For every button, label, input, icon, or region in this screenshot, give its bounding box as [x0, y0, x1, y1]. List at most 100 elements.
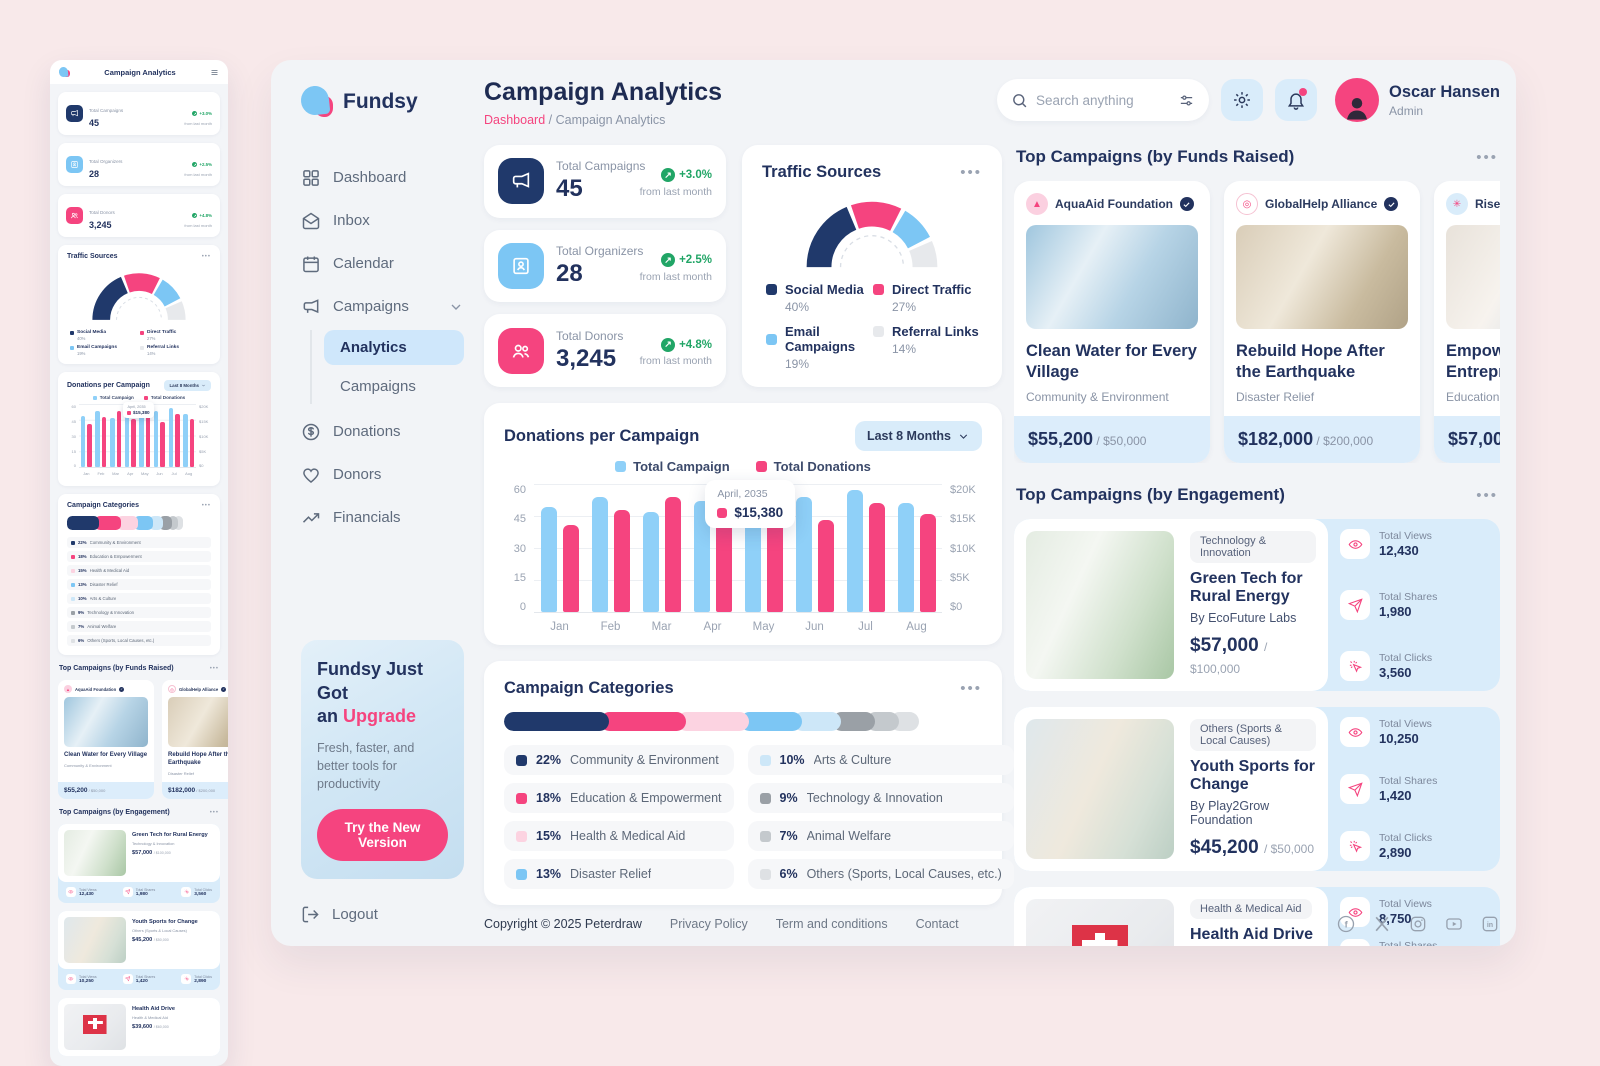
brand: Fundsy [301, 86, 464, 118]
mini-stat-card: Total Campaigns 45 ↗ +3.0% from last month [58, 92, 220, 135]
category-legend-item: 13% Disaster Relief [67, 579, 211, 591]
campaign-card[interactable]: ◎ GlobalHelp Alliance Rebuild Hope After … [1224, 181, 1420, 464]
sidebar-item-donations[interactable]: Donations [301, 410, 464, 453]
search-bar[interactable] [997, 79, 1210, 121]
try-new-version-button[interactable]: Try the New Version [317, 809, 448, 861]
footer-link-privacy[interactable]: Privacy Policy [669, 917, 748, 931]
sidebar-item-donors[interactable]: Donors [301, 453, 464, 496]
campaign-card[interactable]: ▲ AquaAid Foundation ✓ Clean Water for Eve… [58, 680, 154, 800]
traffic-legend-item: Direct Traffic 27% [873, 282, 980, 314]
linkedin-icon[interactable] [1480, 914, 1500, 934]
engagement-card[interactable]: Others (Sports & Local Causes) Youth Spo… [1014, 707, 1500, 872]
filter-sliders-icon[interactable] [1178, 92, 1195, 109]
user-menu[interactable]: Oscar Hansen Admin [1335, 78, 1500, 122]
calendar-icon [301, 254, 321, 274]
footer-link-terms[interactable]: Term and conditions [775, 917, 888, 931]
category-segment [739, 712, 802, 731]
category-legend: 22% Community & Environment 18% Education … [484, 731, 1014, 905]
sidebar-item-campaigns-sub[interactable]: Campaigns [340, 378, 416, 395]
settings-button[interactable] [1221, 79, 1264, 121]
engagement-card[interactable]: Green Tech for Rural Energy Technology & … [58, 824, 220, 904]
category-segment [677, 712, 749, 731]
more-options-button[interactable]: ••• [209, 809, 219, 816]
chevron-down-icon [448, 299, 464, 315]
more-options-button[interactable]: ••• [1476, 148, 1498, 166]
category-pill: Health & Medical Aid [1190, 899, 1312, 920]
sidebar-item-dashboard[interactable]: Dashboard [301, 156, 464, 199]
range-select[interactable]: Last 8 Months [854, 421, 982, 451]
engagement-card[interactable]: Technology & Innovation Green Tech for R… [1014, 519, 1500, 692]
delta-badge: ↗ +4.8% [661, 337, 712, 352]
hamburger-menu-icon[interactable] [210, 68, 219, 77]
facebook-icon[interactable] [1336, 914, 1356, 934]
instagram-icon[interactable] [1408, 914, 1428, 934]
breadcrumb-current: Campaign Analytics [555, 113, 666, 127]
promo-body: Fresh, faster, and better tools for prod… [317, 740, 415, 791]
sidebar-item-campaigns[interactable]: Campaigns [301, 285, 464, 328]
more-options-button[interactable]: ••• [201, 253, 211, 260]
bar-group [181, 404, 196, 468]
stat-card-total-organizers: Total Organizers 28 ↗ +2.5% from last month [484, 229, 726, 303]
category-legend-item: 6% Others (Sports, Local Causes, etc.) [67, 635, 211, 647]
campaign-card[interactable]: ✳RiseTogether Empower Women Entrepreneur… [1434, 181, 1500, 464]
chart-legend: Total Campaign Total Donations [58, 395, 220, 400]
more-options-button[interactable]: ••• [209, 665, 219, 672]
category-legend-item: 7% Animal Welfare [67, 621, 211, 633]
range-select[interactable]: Last 8 Months [164, 380, 211, 392]
notification-dot [1299, 88, 1308, 96]
category-segment [600, 712, 687, 731]
engagement-card[interactable]: Youth Sports for Change Others (Sports & … [58, 911, 220, 991]
more-options-button[interactable]: ••• [1476, 486, 1498, 504]
category-segment [168, 516, 179, 531]
category-legend: 22% Community & Environment 18% Education … [58, 530, 220, 655]
sidebar-item-analytics[interactable]: Analytics [324, 330, 464, 365]
more-options-button[interactable]: ••• [960, 164, 982, 181]
verified-icon: ✓ [119, 686, 125, 692]
sidebar: Fundsy Dashboard Inbox Calendar Campaign… [271, 60, 484, 946]
main-content: Campaign Analytics Dashboard / Campaign … [484, 60, 1500, 946]
footer: Copyright © 2025 Peterdraw Privacy Polic… [484, 914, 1500, 934]
traffic-legend: Social Media 40% Direct Traffic 27% Emai… [742, 280, 1002, 387]
legend-item: Total Campaign [92, 395, 134, 400]
traffic-gauge-chart [806, 201, 938, 268]
bar-group [687, 484, 738, 612]
engagement-card[interactable]: Health & Medical Aid Health Aid Drive By… [1014, 887, 1500, 946]
x-twitter-icon[interactable] [1372, 914, 1392, 934]
org-logo: ◎ [1236, 193, 1258, 215]
traffic-legend-item: Referral Links 14% [140, 345, 210, 356]
more-options-button[interactable]: ••• [201, 502, 211, 509]
sidebar-item-inbox[interactable]: Inbox [301, 199, 464, 242]
grid-icon [301, 168, 321, 188]
bar-group [840, 484, 891, 612]
mobile-page-title: Campaign Analytics [104, 67, 176, 77]
youtube-icon[interactable] [1444, 914, 1464, 934]
views-icon [68, 976, 74, 982]
views-icon [1348, 537, 1363, 552]
notifications-button[interactable] [1275, 79, 1318, 121]
bar-chart: April, 2035 $15,380 [79, 402, 196, 469]
sidebar-item-calendar[interactable]: Calendar [301, 242, 464, 285]
logout-button[interactable]: Logout [301, 905, 464, 924]
category-segment [831, 712, 875, 731]
campaign-card[interactable]: ◎ GlobalHelp Alliance ✓ Rebuild Hope After… [162, 680, 228, 800]
mobile-header: Campaign Analytics [50, 60, 228, 84]
megaphone-icon [301, 297, 321, 317]
category-legend-item: 7% Animal Welfare [747, 821, 1014, 851]
traffic-legend-item: Referral Links 14% [873, 324, 980, 371]
page-title: Campaign Analytics [484, 78, 723, 106]
mini-donations-card: Donations per Campaign Last 8 Months Tot… [58, 372, 220, 487]
bar-group [738, 484, 789, 612]
category-pill: Technology & Innovation [1190, 531, 1316, 564]
breadcrumb-dashboard[interactable]: Dashboard [484, 113, 546, 127]
fundsy-logo-icon [301, 86, 333, 118]
campaign-card[interactable]: ▲ AquaAid Foundation Clean Water for Ever… [1014, 181, 1210, 464]
category-legend-item: 6% Others (Sports, Local Causes, etc.) [747, 859, 1014, 889]
search-input[interactable] [1036, 92, 1171, 108]
footer-link-contact[interactable]: Contact [915, 917, 959, 931]
traffic-legend-item: Social Media 40% [766, 282, 873, 314]
traffic-sources-card: Traffic Sources ••• Social Media 40% Dire… [742, 145, 1002, 387]
more-options-button[interactable]: ••• [960, 680, 982, 697]
sidebar-item-financials[interactable]: Financials [301, 496, 464, 539]
engagement-card[interactable]: Health Aid Drive Health & Medical Aid $39,… [58, 998, 220, 1057]
